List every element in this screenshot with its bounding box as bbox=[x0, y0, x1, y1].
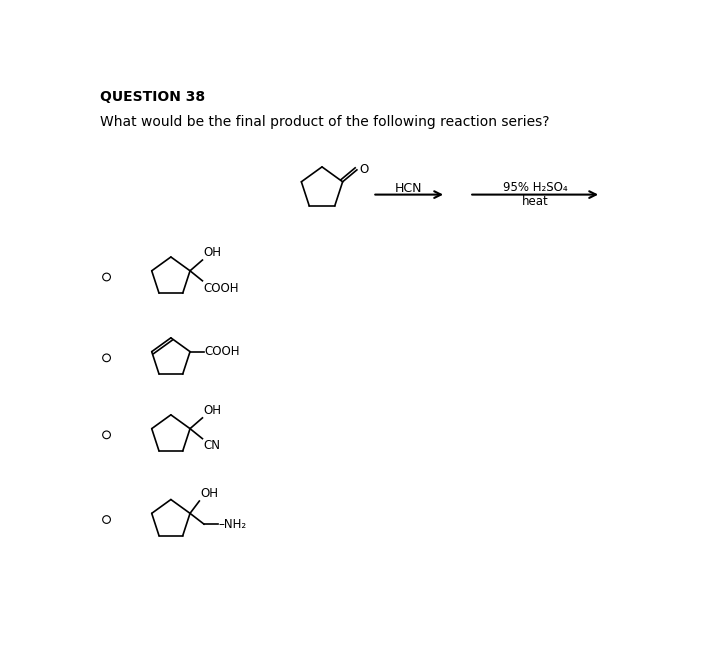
Text: COOH: COOH bbox=[203, 282, 238, 294]
Text: OH: OH bbox=[203, 246, 221, 259]
Text: –NH₂: –NH₂ bbox=[218, 517, 247, 531]
Text: HCN: HCN bbox=[395, 182, 422, 196]
Text: 95% H₂SO₄: 95% H₂SO₄ bbox=[503, 181, 568, 194]
Text: CN: CN bbox=[203, 439, 221, 452]
Text: heat: heat bbox=[522, 195, 548, 208]
Text: OH: OH bbox=[203, 404, 221, 417]
Text: COOH: COOH bbox=[205, 345, 241, 358]
Text: O: O bbox=[359, 163, 369, 175]
Text: QUESTION 38: QUESTION 38 bbox=[100, 90, 205, 104]
Text: What would be the final product of the following reaction series?: What would be the final product of the f… bbox=[100, 116, 550, 129]
Text: OH: OH bbox=[200, 487, 218, 500]
